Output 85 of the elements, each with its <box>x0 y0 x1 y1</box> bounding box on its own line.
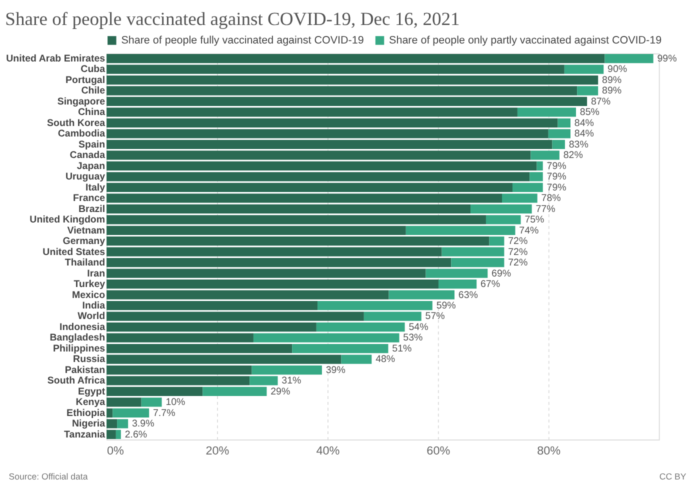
y-tick-label: Brazil <box>78 204 106 215</box>
x-tick-label: 0% <box>107 444 124 458</box>
text: CC BY <box>659 472 686 482</box>
y-tick-label: United Kingdom <box>30 214 106 226</box>
legend-label: Share of people fully vaccinated against COVID-19 <box>121 34 364 46</box>
y-tick-label: Nigeria <box>72 418 106 430</box>
total-label: 39% <box>326 364 346 376</box>
total-label: 77% <box>536 204 556 215</box>
y-tick-label: India <box>82 300 106 312</box>
total-label: 74% <box>519 225 540 236</box>
total-label: 2.6% <box>124 429 148 440</box>
total-label: 48% <box>376 354 396 366</box>
y-tick-label: Pakistan <box>64 364 106 376</box>
y-tick-label: South Africa <box>47 376 106 387</box>
y-tick-label: Cuba <box>80 64 106 76</box>
total-label: 63% <box>458 290 478 301</box>
bar <box>604 54 654 64</box>
chart-title: Share of people vaccinated against COVID-19, Dec 16, 2021 <box>5 9 460 30</box>
y-tick-label: Cambodia <box>58 128 106 140</box>
total-label: 59% <box>436 300 456 312</box>
total-label: 53% <box>403 332 424 344</box>
y-tick-label: Russia <box>73 354 106 366</box>
y-tick-label: Uruguay <box>65 172 106 183</box>
total-label: 79% <box>546 160 567 172</box>
total-label: 57% <box>425 311 446 322</box>
total-label: 90% <box>608 64 628 76</box>
y-tick-label: Vietnam <box>67 225 106 236</box>
y-tick-label: Singapore <box>57 96 106 108</box>
total-label: 99% <box>657 53 678 64</box>
y-tick-label: United States <box>42 246 106 258</box>
y-tick-label: Japan <box>76 160 106 172</box>
total-label: 84% <box>574 118 594 129</box>
y-tick-label: France <box>73 193 106 204</box>
total-label: 51% <box>392 343 412 354</box>
total-label: 82% <box>563 150 584 162</box>
total-label: 75% <box>524 214 545 226</box>
y-tick-label: China <box>78 107 106 118</box>
y-tick-label: Ethiopia <box>66 408 106 419</box>
y-tick-label: Chile <box>81 86 106 97</box>
y-tick-label: Canada <box>70 150 106 162</box>
y-tick-label: Italy <box>86 182 106 194</box>
total-label: 3.9% <box>132 418 155 430</box>
total-label: 84% <box>574 128 594 140</box>
total-label: 72% <box>508 236 528 248</box>
total-label: 87% <box>590 96 611 108</box>
total-label: 83% <box>568 139 589 150</box>
y-tick-label: Portugal <box>65 74 106 86</box>
y-tick-label: Mexico <box>72 290 106 301</box>
total-label: 79% <box>546 182 567 194</box>
y-tick-label: Philippines <box>52 343 106 354</box>
total-label: 7.7% <box>152 408 176 419</box>
x-tick-label: 60% <box>426 444 450 458</box>
y-tick-label: Indonesia <box>59 322 106 333</box>
total-label: 85% <box>580 107 600 118</box>
total-label: 79% <box>546 172 567 183</box>
y-tick-label: Spain <box>78 139 106 150</box>
total-label: 78% <box>541 193 562 204</box>
bar <box>564 64 604 74</box>
y-tick-label: South Korea <box>47 118 106 129</box>
total-label: 54% <box>408 322 429 333</box>
total-label: 10% <box>166 397 186 408</box>
y-tick-label: World <box>78 311 106 322</box>
legend-label: Share of people only partly vaccinated against COVID-19 <box>389 34 662 46</box>
total-label: 31% <box>282 376 302 387</box>
total-label: 89% <box>602 86 622 97</box>
total-label: 29% <box>270 386 290 398</box>
y-tick-label: Tanzania <box>64 429 106 440</box>
total-label: 72% <box>508 258 528 269</box>
y-tick-label: United Arab Emirates <box>6 53 106 64</box>
source-note: Source: Official data <box>8 472 88 482</box>
y-tick-label: Iran <box>87 268 106 280</box>
x-tick-label: 80% <box>537 444 561 458</box>
y-tick-label: Thailand <box>64 258 106 269</box>
y-tick-label: Kenya <box>76 397 106 408</box>
y-tick-label: Turkey <box>74 279 106 290</box>
total-label: 69% <box>492 268 512 280</box>
bar <box>577 86 598 96</box>
total-label: 67% <box>480 279 500 290</box>
total-label: 89% <box>602 74 622 86</box>
x-tick-label: 20% <box>206 444 230 458</box>
x-tick-label: 40% <box>316 444 340 458</box>
y-tick-label: Germany <box>62 236 106 248</box>
y-tick-label: Egypt <box>78 386 106 398</box>
total-label: 72% <box>508 246 528 258</box>
y-tick-label: Bangladesh <box>50 332 106 344</box>
